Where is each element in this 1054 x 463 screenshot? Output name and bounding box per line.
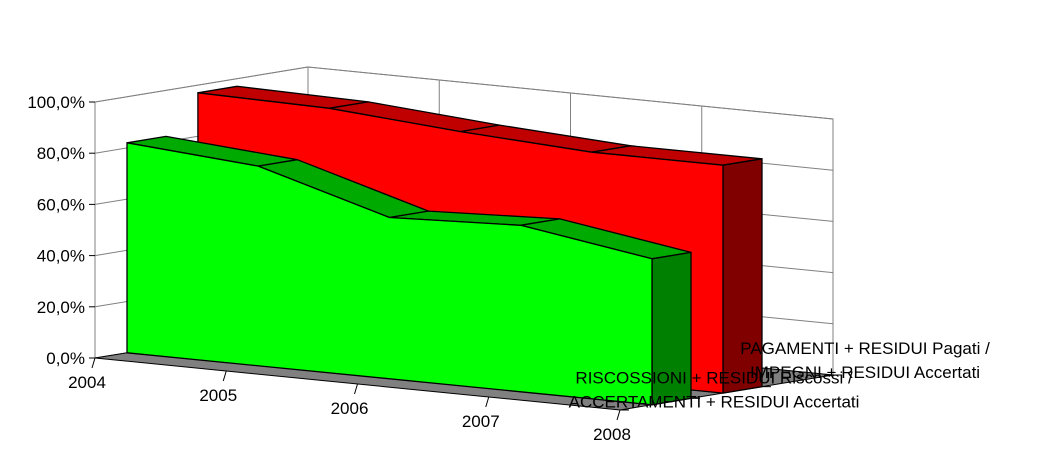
y-tick-label: 40,0% xyxy=(37,247,85,266)
x-tick xyxy=(92,358,95,368)
x-tick-label: 2005 xyxy=(199,386,237,405)
x-tick-label: 2008 xyxy=(593,425,631,444)
x-tick-label: 2007 xyxy=(462,412,500,431)
x-tick-label: 2004 xyxy=(68,373,106,392)
x-tick xyxy=(223,371,226,381)
x-tick xyxy=(486,397,489,407)
y-tick-label: 0,0% xyxy=(46,349,85,368)
x-tick xyxy=(355,384,358,394)
y-tick-label: 20,0% xyxy=(37,298,85,317)
y-tick-label: 80,0% xyxy=(37,144,85,163)
y-tick-label: 60,0% xyxy=(37,195,85,214)
series-label: RISCOSSIONI + RESIDUI Riscossi / xyxy=(575,369,853,388)
series-label: ACCERTAMENTI + RESIDUI Accertati xyxy=(569,393,860,412)
y-tick-label: 100,0% xyxy=(27,93,85,112)
series-side-face xyxy=(723,159,762,393)
x-tick-label: 2006 xyxy=(331,399,369,418)
series-label: PAGAMENTI + RESIDUI Pagati / xyxy=(740,339,990,358)
